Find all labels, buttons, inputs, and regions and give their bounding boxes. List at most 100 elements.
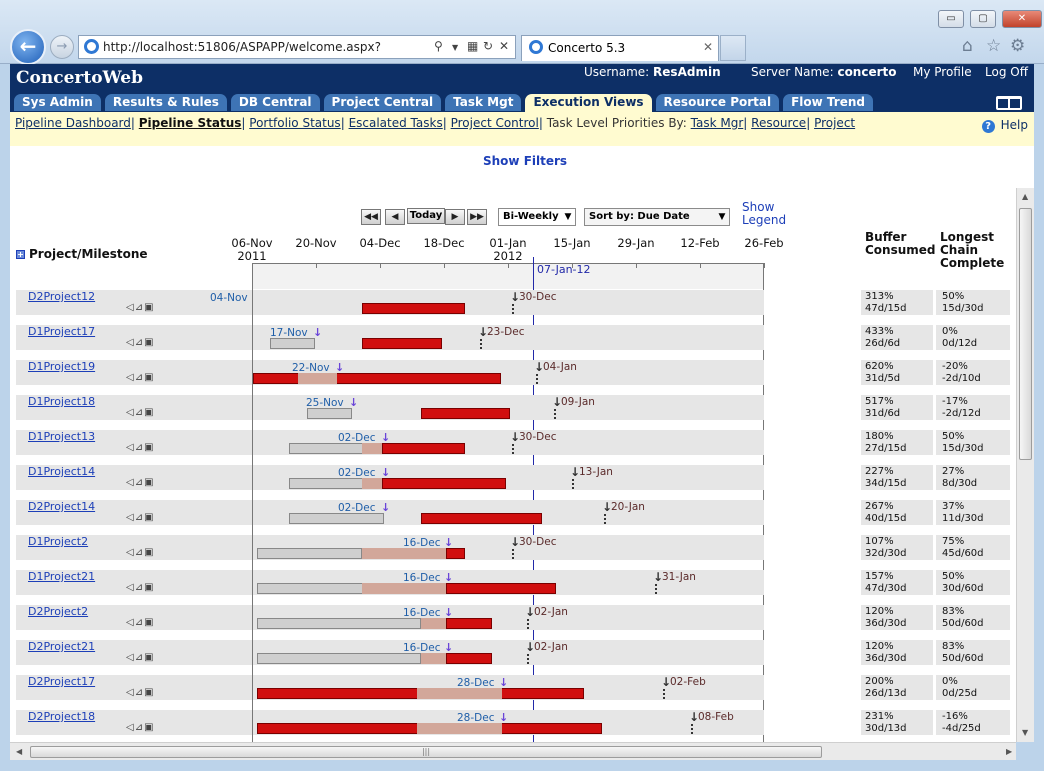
gantt-bar-complete[interactable] — [257, 548, 362, 559]
favorites-icon[interactable]: ☆ — [986, 36, 1002, 56]
close-button[interactable]: ✕ — [1002, 10, 1042, 28]
my-profile-link[interactable]: My Profile — [913, 65, 972, 79]
row-action-icons[interactable]: ◁⊿▣ — [126, 337, 155, 348]
compat-icon[interactable]: ▦ — [467, 39, 479, 53]
tab-task-mgt[interactable]: Task Mgt — [445, 94, 522, 111]
gantt-bar-remaining[interactable] — [446, 583, 556, 594]
next-page-button[interactable]: ▶ — [445, 209, 465, 225]
pipeline-status-link[interactable]: Pipeline Status — [138, 116, 242, 130]
forward-button[interactable]: → — [50, 35, 74, 59]
refresh-icon[interactable]: ↻ — [483, 39, 494, 53]
row-action-icons[interactable]: ◁⊿▣ — [126, 722, 155, 733]
home-icon[interactable]: ⌂ — [962, 36, 973, 56]
project-control-link[interactable]: Project Control — [450, 116, 539, 130]
project-link[interactable]: D2Project2 — [28, 605, 89, 618]
scroll-right-icon[interactable]: ▶ — [1006, 747, 1013, 756]
task-mgr-link[interactable]: Task Mgr — [690, 116, 744, 130]
gantt-bar-remaining[interactable] — [446, 548, 465, 559]
gantt-bar-complete[interactable] — [257, 618, 421, 629]
row-action-icons[interactable]: ◁⊿▣ — [126, 442, 155, 453]
row-action-icons[interactable]: ◁⊿▣ — [126, 477, 155, 488]
gantt-bar-buffer[interactable] — [421, 653, 446, 664]
minimize-button[interactable]: ▭ — [938, 10, 964, 28]
gantt-bar-buffer[interactable] — [417, 688, 502, 699]
gantt-bar-remaining[interactable] — [362, 338, 442, 349]
vertical-scrollbar[interactable]: ▲ ▼ — [1016, 188, 1034, 742]
first-page-button[interactable]: ◀◀ — [361, 209, 381, 225]
search-icon[interactable]: ⚲ — [434, 39, 443, 53]
portfolio-status-link[interactable]: Portfolio Status — [249, 116, 341, 130]
tab-execution-views[interactable]: Execution Views — [525, 94, 652, 112]
vertical-scroll-thumb[interactable] — [1019, 208, 1032, 460]
project-link[interactable]: D2Project21 — [28, 640, 96, 653]
gantt-bar-buffer[interactable] — [362, 548, 446, 559]
gantt-bar-remaining[interactable] — [382, 443, 465, 454]
gantt-bar-remaining[interactable] — [253, 373, 501, 384]
scroll-up-icon[interactable]: ▲ — [1022, 192, 1029, 201]
project-milestone-header[interactable]: + Project/Milestone — [16, 247, 148, 261]
row-action-icons[interactable]: ◁⊿▣ — [126, 652, 155, 663]
project-link[interactable]: Project — [814, 116, 856, 130]
horizontal-scroll-thumb[interactable]: ||| — [30, 746, 822, 758]
show-legend-link[interactable]: Show Legend — [742, 200, 787, 227]
help-link[interactable]: ? Help — [981, 118, 1028, 133]
last-page-button[interactable]: ▶▶ — [467, 209, 487, 225]
gantt-bar-remaining[interactable] — [421, 408, 510, 419]
row-action-icons[interactable]: ◁⊿▣ — [126, 617, 155, 628]
project-link[interactable]: D1Project13 — [28, 430, 96, 443]
project-link[interactable]: D1Project17 — [28, 325, 96, 338]
project-link[interactable]: D2Project14 — [28, 500, 96, 513]
gantt-bar-remaining[interactable] — [382, 478, 506, 489]
gantt-bar-buffer[interactable] — [417, 723, 502, 734]
tab-project-central[interactable]: Project Central — [323, 94, 442, 111]
gear-icon[interactable]: ⚙ — [1010, 36, 1026, 56]
horizontal-scrollbar[interactable]: ◀ ||| ▶ — [10, 742, 1016, 760]
browser-tab[interactable]: Concerto 5.3 — [521, 35, 719, 61]
gantt-bar-complete[interactable] — [307, 408, 352, 419]
project-link[interactable]: D1Project21 — [28, 570, 96, 583]
pipeline-dashboard-link[interactable]: Pipeline Dashboard — [15, 116, 131, 130]
dropdown-icon[interactable]: ▼ — [452, 43, 459, 52]
project-link[interactable]: D2Project12 — [28, 290, 96, 303]
project-link[interactable]: D2Project18 — [28, 710, 96, 723]
period-select[interactable]: Bi-Weekly ▼ — [498, 208, 576, 226]
project-link[interactable]: D1Project19 — [28, 360, 96, 373]
row-action-icons[interactable]: ◁⊿▣ — [126, 687, 155, 698]
today-button[interactable]: Today — [407, 208, 445, 224]
restore-button[interactable]: ▢ — [970, 10, 996, 28]
row-action-icons[interactable]: ◁⊿▣ — [126, 582, 155, 593]
expand-icon[interactable]: + — [16, 250, 25, 259]
tab-results-rules[interactable]: Results & Rules — [104, 94, 227, 111]
gantt-bar-remaining[interactable] — [421, 513, 542, 524]
gantt-bar-buffer[interactable] — [421, 618, 446, 629]
gantt-bar-remaining[interactable] — [446, 653, 492, 664]
resource-link[interactable]: Resource — [751, 116, 807, 130]
new-tab-button[interactable] — [720, 35, 746, 61]
scroll-down-icon[interactable]: ▼ — [1022, 728, 1029, 737]
prev-page-button[interactable]: ◀ — [385, 209, 405, 225]
book-icon[interactable] — [996, 96, 1022, 110]
gantt-bar-buffer[interactable] — [298, 373, 337, 384]
tab-sys-admin[interactable]: Sys Admin — [14, 94, 101, 111]
sort-select[interactable]: Sort by: Due Date ▼ — [584, 208, 730, 226]
gantt-bar-buffer[interactable] — [362, 478, 382, 489]
tab-flow-trend[interactable]: Flow Trend — [783, 94, 873, 111]
log-off-link[interactable]: Log Off — [985, 65, 1028, 79]
row-action-icons[interactable]: ◁⊿▣ — [126, 372, 155, 383]
tab-resource-portal[interactable]: Resource Portal — [655, 94, 780, 111]
project-link[interactable]: D1Project18 — [28, 395, 96, 408]
stop-icon[interactable]: ✕ — [499, 39, 510, 53]
row-action-icons[interactable]: ◁⊿▣ — [126, 547, 155, 558]
escalated-tasks-link[interactable]: Escalated Tasks — [348, 116, 443, 130]
project-link[interactable]: D1Project2 — [28, 535, 89, 548]
tab-close-icon[interactable]: ✕ — [703, 40, 714, 54]
row-action-icons[interactable]: ◁⊿▣ — [126, 302, 155, 313]
show-filters-link[interactable]: Show Filters — [483, 154, 568, 168]
project-link[interactable]: D1Project14 — [28, 465, 96, 478]
gantt-bar-remaining[interactable] — [446, 618, 492, 629]
row-action-icons[interactable]: ◁⊿▣ — [126, 512, 155, 523]
gantt-bar-complete[interactable] — [270, 338, 315, 349]
gantt-bar-buffer[interactable] — [362, 443, 382, 454]
gantt-bar-complete[interactable] — [289, 513, 384, 524]
row-action-icons[interactable]: ◁⊿▣ — [126, 407, 155, 418]
